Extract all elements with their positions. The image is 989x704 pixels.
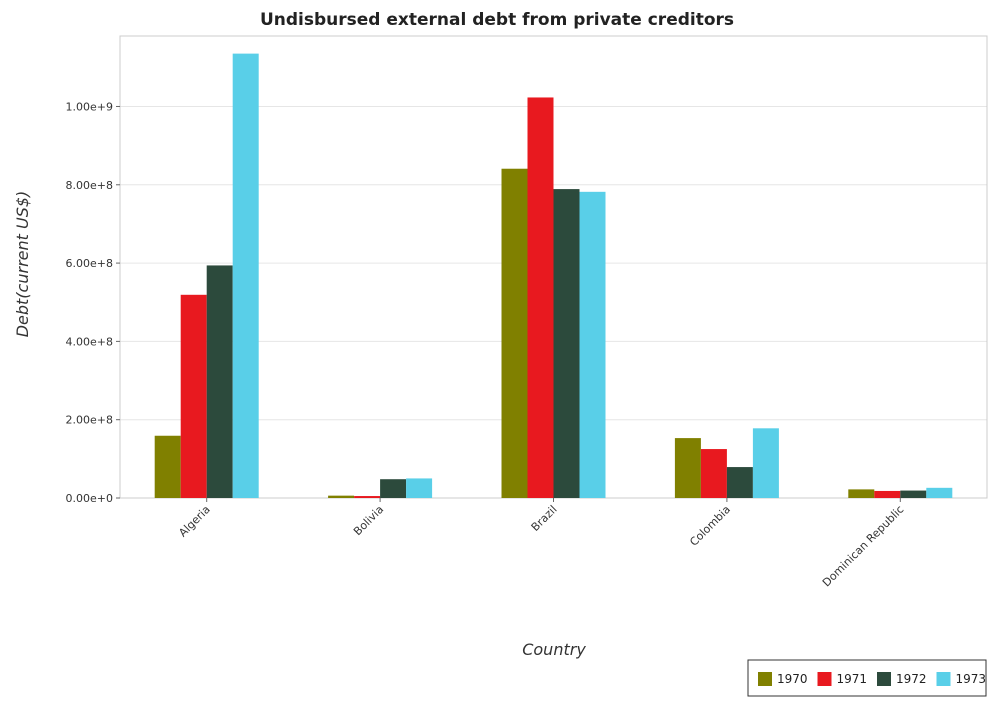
x-axis-title: Country <box>522 640 586 659</box>
bar-1972-colombia <box>727 467 753 498</box>
y-tick-label: 8.00e+8 <box>66 179 113 192</box>
bar-1973-bolivia <box>406 478 432 498</box>
y-tick-label: 1.00e+9 <box>66 100 113 113</box>
legend-label-1973: 1973 <box>956 672 987 686</box>
legend-label-1970: 1970 <box>777 672 808 686</box>
legend-swatch-1973 <box>937 672 951 686</box>
bar-1971-bolivia <box>354 496 380 498</box>
chart-title: Undisbursed external debt from private c… <box>260 10 734 30</box>
bar-1972-bolivia <box>380 479 406 498</box>
bar-1972-algeria <box>207 265 233 498</box>
bar-1971-brazil <box>528 97 554 498</box>
y-tick-label: 2.00e+8 <box>66 414 113 427</box>
legend-swatch-1971 <box>818 672 832 686</box>
bar-1971-dominican-republic <box>874 491 900 498</box>
bar-1973-colombia <box>753 428 779 498</box>
bar-1973-algeria <box>233 54 259 498</box>
legend-label-1971: 1971 <box>837 672 868 686</box>
legend-swatch-1972 <box>877 672 891 686</box>
bar-1970-dominican-republic <box>848 489 874 498</box>
y-axis-title: Debt(current US$) <box>13 191 32 338</box>
bar-1971-algeria <box>181 295 207 498</box>
y-tick-label: 6.00e+8 <box>66 257 113 270</box>
bar-1973-brazil <box>580 192 606 498</box>
bar-1973-dominican-republic <box>926 488 952 498</box>
bar-1970-bolivia <box>328 496 354 498</box>
legend: 1970 1971 1972 1973 <box>748 660 986 696</box>
y-tick-label: 0.00e+0 <box>66 492 113 505</box>
legend-label-1972: 1972 <box>896 672 927 686</box>
bar-1972-brazil <box>554 189 580 498</box>
y-tick-label: 4.00e+8 <box>66 335 113 348</box>
bar-1970-algeria <box>155 436 181 498</box>
bar-1970-colombia <box>675 438 701 498</box>
bar-1970-brazil <box>502 169 528 498</box>
bar-1972-dominican-republic <box>900 491 926 498</box>
legend-swatch-1970 <box>758 672 772 686</box>
bar-1971-colombia <box>701 449 727 498</box>
